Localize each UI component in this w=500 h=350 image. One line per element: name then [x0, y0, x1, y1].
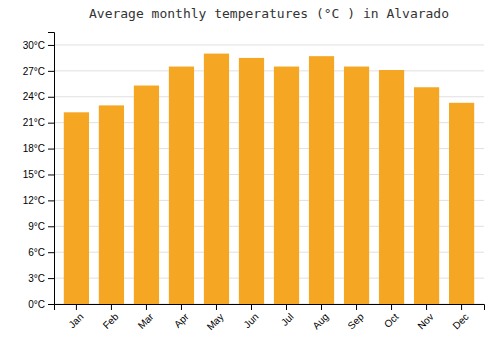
bar: [239, 58, 264, 304]
tick: Dec: [450, 304, 470, 331]
tick-mark: [48, 174, 54, 175]
tick-label: Oct: [382, 311, 401, 330]
tick-mark: [48, 123, 54, 124]
grid-line: [54, 44, 484, 45]
tick-label: Apr: [172, 311, 191, 330]
chart-container: 0°C 3°C 6°C 9°C 12°C 15°C 18°C 21°C 24°C 27°C 30°C…: [0, 0, 500, 350]
tick-label: Jun: [242, 311, 261, 330]
tick-label: May: [205, 311, 226, 332]
bar: [204, 54, 229, 304]
tick-label: Mar: [136, 311, 156, 331]
tick-mark: [48, 252, 54, 253]
tick: Oct: [382, 304, 401, 330]
tick: Aug: [310, 304, 330, 331]
tick: Nov: [415, 304, 435, 331]
tick: 0°C: [28, 299, 54, 310]
tick-mark: [251, 304, 252, 310]
tick: 9°C: [28, 221, 54, 232]
tick-mark: [48, 278, 54, 279]
tick-mark: [216, 304, 217, 310]
tick-label: 6°C: [28, 247, 45, 258]
axis-line: [55, 305, 485, 311]
tick-label: 24°C: [23, 91, 45, 102]
bar: [449, 103, 474, 304]
tick: 27°C: [23, 66, 54, 77]
bar: [64, 112, 89, 304]
tick-label: 30°C: [23, 40, 45, 51]
tick-mark: [48, 45, 54, 46]
tick-label: Jan: [66, 311, 85, 330]
tick-label: Feb: [101, 311, 121, 331]
tick: Mar: [136, 304, 156, 331]
plot: 0°C 3°C 6°C 9°C 12°C 15°C 18°C 21°C 24°C 27°C 30°C…: [23, 33, 485, 333]
tick-label: Sep: [345, 311, 366, 332]
bar: [134, 86, 159, 304]
tick: 30°C: [23, 40, 54, 51]
grid: [54, 45, 484, 304]
tick-mark: [461, 304, 462, 310]
tick: Jul: [279, 304, 296, 328]
tick-mark: [356, 304, 357, 310]
tick-label: Jul: [279, 311, 296, 328]
tick-mark: [48, 97, 54, 98]
tick: 6°C: [28, 247, 54, 258]
tick-mark: [48, 200, 54, 201]
tick-mark: [48, 226, 54, 227]
chart: 0°C 3°C 6°C 9°C 12°C 15°C 18°C 21°C 24°C 27°C 30°C…: [0, 0, 500, 350]
bar: [99, 105, 124, 304]
tick: Jun: [242, 304, 261, 330]
tick-label: 15°C: [23, 169, 45, 180]
tick-label: 18°C: [23, 143, 45, 154]
bars: [64, 54, 474, 304]
tick-label: 21°C: [23, 117, 45, 128]
tick-mark: [48, 304, 54, 305]
tick-mark: [181, 304, 182, 310]
x-axis: Jan Feb Mar Apr May Jun Jul Aug Sep Oct Nov Dec: [55, 304, 485, 332]
tick-mark: [426, 304, 427, 310]
bar: [344, 67, 369, 304]
bar: [379, 70, 404, 304]
tick-mark: [111, 304, 112, 310]
tick-label: 12°C: [23, 195, 45, 206]
tick-mark: [321, 304, 322, 310]
tick-label: 9°C: [28, 221, 45, 232]
grid-line: [54, 70, 484, 71]
tick: Sep: [345, 304, 366, 331]
bar: [169, 67, 194, 304]
tick: Jan: [66, 304, 85, 330]
tick: 21°C: [23, 117, 54, 128]
tick-mark: [391, 304, 392, 310]
tick-label: Nov: [415, 311, 435, 331]
tick-label: Aug: [310, 311, 330, 331]
tick-label: Dec: [450, 311, 470, 331]
bar: [414, 87, 439, 304]
tick: 12°C: [23, 195, 54, 206]
tick: May: [205, 304, 226, 332]
tick: 15°C: [23, 169, 54, 180]
tick-mark: [48, 71, 54, 72]
tick-mark: [286, 304, 287, 310]
tick-label: 3°C: [28, 273, 45, 284]
tick-mark: [48, 149, 54, 150]
y-axis: 0°C 3°C 6°C 9°C 12°C 15°C 18°C 21°C 24°C 27°C 30°C: [23, 33, 55, 310]
axis-line: [48, 33, 55, 305]
tick: 24°C: [23, 91, 54, 102]
tick: Feb: [101, 304, 121, 331]
tick-mark: [76, 304, 77, 310]
tick-label: 27°C: [23, 66, 45, 77]
tick: 3°C: [28, 273, 54, 284]
tick: 18°C: [23, 143, 54, 154]
tick: Apr: [172, 304, 191, 330]
tick-label: 0°C: [28, 299, 45, 310]
bar: [309, 56, 334, 304]
title: Average monthly temperatures (°C ) in Al…: [89, 6, 449, 21]
bar: [274, 67, 299, 304]
tick-mark: [146, 304, 147, 310]
